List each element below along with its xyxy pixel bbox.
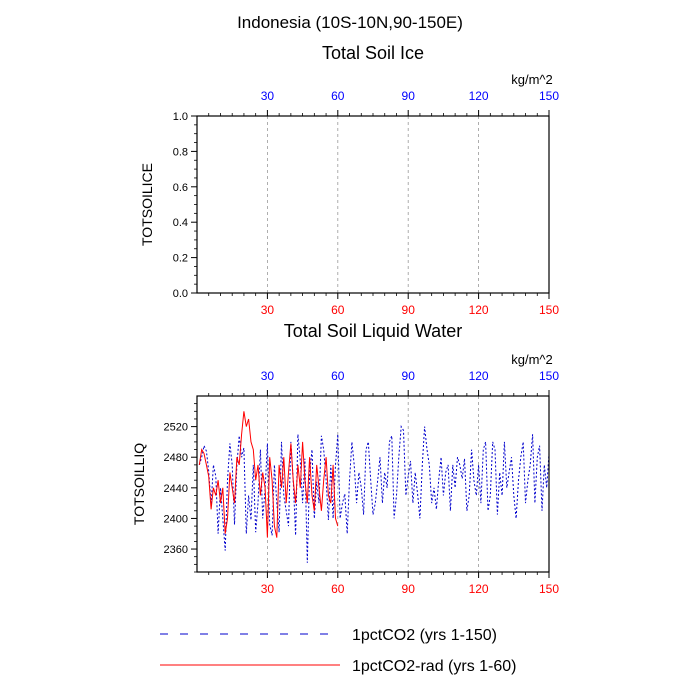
plot-frame <box>196 395 550 573</box>
x-tick-label-bottom: 90 <box>402 303 416 317</box>
x-tick-label-bottom: 60 <box>331 303 345 317</box>
x-tick-label-top: 120 <box>469 89 489 103</box>
x-tick-label-bottom: 30 <box>261 303 275 317</box>
x-tick-label-top: 150 <box>539 369 559 383</box>
soil-ice-panel: Total Soil Ice kg/m^2 TOTSOILICE 30 30 60 60 90… <box>139 43 559 317</box>
units-label: kg/m^2 <box>511 72 553 87</box>
y-tick-label: 0.6 <box>173 182 188 194</box>
x-tick-label-top: 120 <box>469 369 489 383</box>
y-axis-label: TOTSOILLIQ <box>131 443 147 525</box>
series-line-1pctco2 <box>198 425 550 563</box>
y-tick-label: 0.4 <box>173 217 188 229</box>
y-axis-label: TOTSOILICE <box>139 163 155 246</box>
y-tick-label: 2360 <box>164 544 188 556</box>
legend-label-1pctco2: 1pctCO2 (yrs 1-150) <box>352 627 497 644</box>
x-tick-label-top: 30 <box>261 369 275 383</box>
x-tick-label-top: 150 <box>539 89 559 103</box>
x-tick-label-bottom: 150 <box>539 582 559 596</box>
y-tick-label: 0.2 <box>173 253 188 265</box>
legend: 1pctCO2 (yrs 1-150) 1pctCO2-rad (yrs 1-6… <box>160 627 517 675</box>
y-tick-label: 0.0 <box>173 288 188 300</box>
soil-liquid-panel: Total Soil Liquid Water kg/m^2 TOTSOILLIQ 3… <box>131 321 559 596</box>
panel-title: Total Soil Ice <box>322 43 424 63</box>
y-tick-label: 2440 <box>164 483 188 495</box>
legend-label-1pctco2-rad: 1pctCO2-rad (yrs 1-60) <box>352 658 517 675</box>
x-tick-label-bottom: 120 <box>469 303 489 317</box>
x-tick-label-bottom: 60 <box>331 582 345 596</box>
y-tick-label: 0.8 <box>173 146 188 158</box>
y-tick-label: 2480 <box>164 452 188 464</box>
y-tick-label: 2520 <box>164 422 188 434</box>
panel-title: Total Soil Liquid Water <box>284 321 462 341</box>
y-tick-label: 2400 <box>164 513 188 525</box>
x-tick-label-bottom: 120 <box>469 582 489 596</box>
plot-frame <box>196 115 550 294</box>
y-tick-label: 1.0 <box>173 111 188 123</box>
x-tick-label-bottom: 90 <box>402 582 416 596</box>
x-tick-label-bottom: 150 <box>539 303 559 317</box>
x-tick-label-bottom: 30 <box>261 582 275 596</box>
x-tick-label-top: 90 <box>402 89 416 103</box>
x-tick-label-top: 30 <box>261 89 275 103</box>
units-label: kg/m^2 <box>511 352 553 367</box>
x-tick-label-top: 90 <box>402 369 416 383</box>
x-tick-label-top: 60 <box>331 89 345 103</box>
x-tick-label-top: 60 <box>331 369 345 383</box>
page-title: Indonesia (10S-10N,90-150E) <box>237 13 463 32</box>
series-line-1pctco2-rad <box>198 411 339 538</box>
